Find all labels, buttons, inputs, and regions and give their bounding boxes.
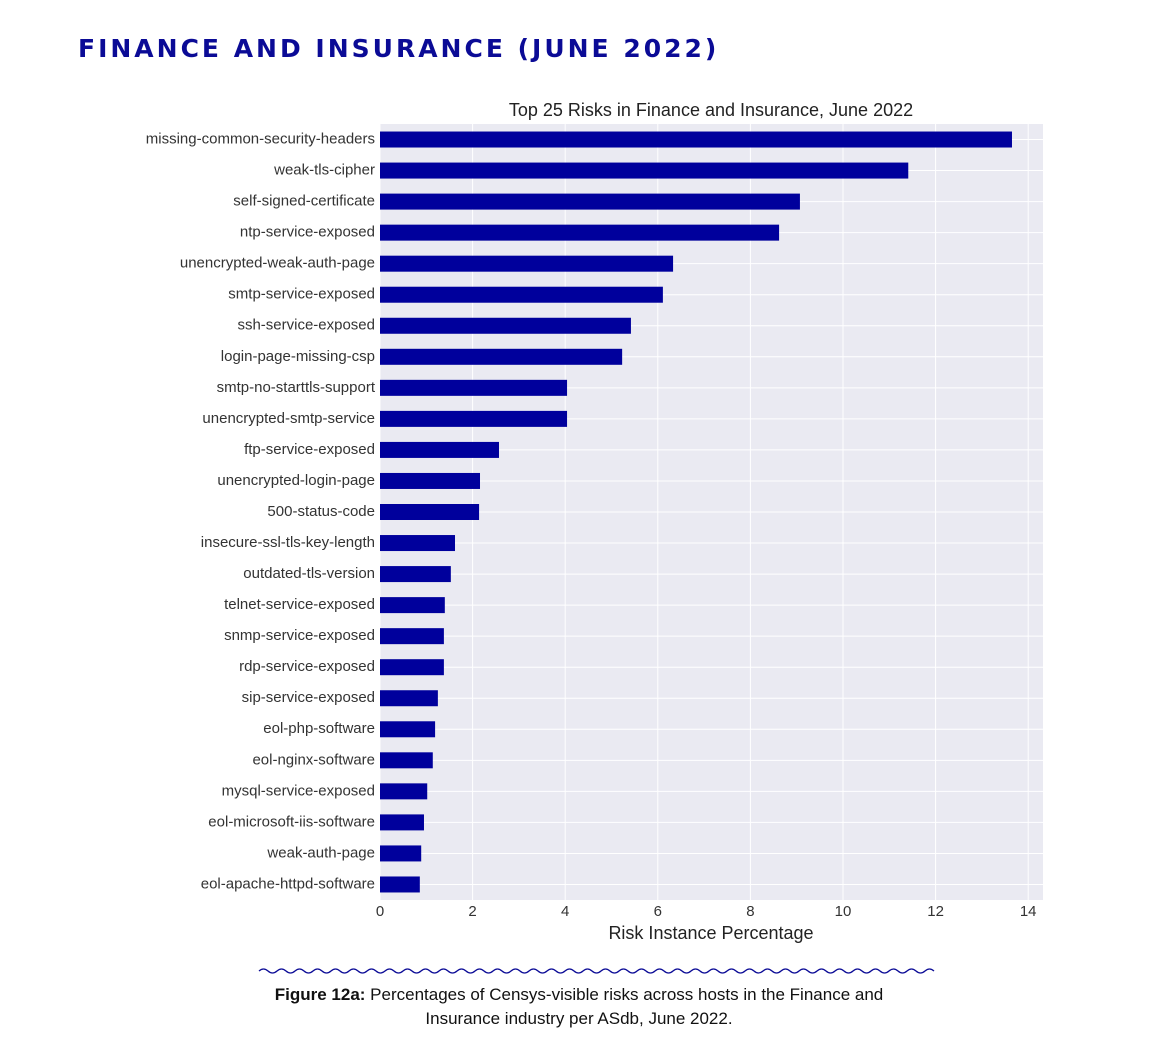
y-tick-label: sip-service-exposed (242, 689, 375, 706)
y-tick-label: unencrypted-weak-auth-page (180, 255, 375, 272)
bar (380, 224, 780, 241)
bar (380, 535, 456, 552)
y-tick-label: missing-common-security-headers (146, 130, 375, 147)
y-tick-label: unencrypted-smtp-service (202, 410, 375, 427)
bar (380, 193, 800, 210)
x-tick-label: 2 (468, 903, 476, 920)
bar (380, 721, 436, 738)
y-tick-label: self-signed-certificate (233, 193, 375, 210)
y-tick-label: unencrypted-login-page (217, 472, 375, 489)
y-tick-label: ntp-service-exposed (240, 224, 375, 241)
y-tick-label: outdated-tls-version (243, 565, 375, 582)
bar (380, 783, 428, 800)
y-tick-label: 500-status-code (267, 503, 375, 520)
bar (380, 876, 420, 893)
x-tick-label: 10 (835, 903, 852, 920)
chart-title: Top 25 Risks in Finance and Insurance, J… (509, 100, 913, 120)
x-tick-label: 6 (654, 903, 662, 920)
bar (380, 348, 623, 365)
bar (380, 255, 674, 272)
bar (380, 814, 424, 831)
bar (380, 566, 451, 583)
y-tick-label: smtp-service-exposed (228, 286, 375, 303)
bar (380, 597, 445, 614)
y-tick-label: ssh-service-exposed (237, 317, 375, 334)
x-tick-label: 12 (927, 903, 944, 920)
y-tick-label: telnet-service-exposed (224, 596, 375, 613)
caption-label: Figure 12a: (274, 985, 366, 1004)
bar (380, 845, 422, 862)
bar (380, 286, 663, 303)
x-tick-label: 8 (746, 903, 754, 920)
bar (380, 659, 444, 676)
bar (380, 752, 433, 769)
divider (258, 968, 935, 974)
y-tick-label: mysql-service-exposed (222, 782, 375, 799)
y-tick-label: ftp-service-exposed (244, 441, 375, 458)
y-tick-label: eol-microsoft-iis-software (208, 813, 375, 830)
bar (380, 317, 631, 334)
caption: Figure 12a: Percentages of Censys-visibl… (259, 983, 899, 1031)
x-axis-label: Risk Instance Percentage (608, 923, 813, 943)
y-tick-label: login-page-missing-csp (221, 348, 375, 365)
page-title: FINANCE AND INSURANCE (JUNE 2022) (78, 34, 719, 63)
y-tick-label: eol-php-software (263, 720, 375, 737)
y-tick-label: eol-apache-httpd-software (201, 875, 375, 892)
x-tick-label: 14 (1020, 903, 1037, 920)
x-tick-label: 4 (561, 903, 569, 920)
y-tick-label: weak-auth-page (266, 844, 375, 861)
y-tick-label: insecure-ssl-tls-key-length (201, 534, 375, 551)
y-tick-label: snmp-service-exposed (224, 627, 375, 644)
y-tick-label: weak-tls-cipher (273, 162, 375, 179)
bar (380, 410, 568, 427)
bar (380, 504, 480, 520)
y-tick-label: rdp-service-exposed (239, 658, 375, 675)
bar (380, 628, 444, 645)
bar (380, 162, 909, 179)
y-tick-label: eol-nginx-software (252, 751, 375, 768)
x-tick-label: 0 (376, 903, 384, 920)
bar (380, 379, 568, 396)
caption-text: Percentages of Censys-visible risks acro… (370, 985, 884, 1028)
bar (380, 131, 1012, 148)
y-tick-label: smtp-no-starttls-support (217, 379, 376, 396)
bar (380, 441, 499, 458)
bar (380, 690, 438, 707)
bar (380, 472, 481, 489)
